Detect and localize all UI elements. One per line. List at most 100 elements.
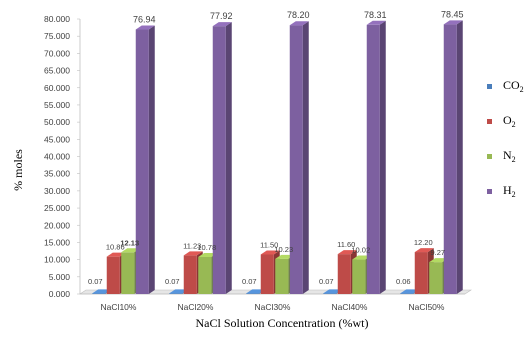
y-axis-title: % moles — [11, 149, 25, 191]
y-tick-label: 30.000 — [44, 186, 70, 196]
y-tick-label: 50.000 — [44, 117, 70, 127]
bar-top — [400, 289, 420, 294]
y-tick-label: 55.000 — [44, 100, 70, 110]
bar — [169, 293, 183, 294]
bar — [260, 254, 274, 294]
bar-top — [121, 248, 141, 253]
bar-top — [275, 254, 295, 259]
bar-top — [260, 250, 280, 255]
bar — [352, 259, 366, 294]
y-tick-label: 45.000 — [44, 134, 70, 144]
data-label: 10.02 — [351, 246, 370, 255]
y-tick-label: 10.000 — [44, 255, 70, 265]
bar — [429, 262, 443, 294]
legend-swatch — [487, 119, 492, 124]
x-tick-label: NaCl50% — [409, 302, 445, 312]
y-tick-label: 65.000 — [44, 66, 70, 76]
bar — [198, 256, 212, 294]
data-label: 0.06 — [396, 277, 411, 286]
bar-side — [379, 20, 386, 294]
bar-top — [183, 251, 203, 256]
bar — [106, 256, 120, 294]
data-label: 77.92 — [210, 11, 233, 21]
data-label: 11.60 — [337, 240, 355, 249]
x-axis-title: NaCl Solution Concentration (%wt) — [196, 316, 369, 330]
y-tick-label: 40.000 — [44, 152, 70, 162]
y-tick-label: 25.000 — [44, 203, 70, 213]
bar-side — [225, 22, 232, 295]
bar-side — [302, 21, 309, 294]
bar — [183, 255, 197, 294]
data-label: 78.20 — [287, 10, 310, 20]
bar — [289, 25, 303, 294]
bar-top — [106, 252, 126, 257]
bar-top — [198, 252, 218, 257]
y-tick-label: 70.000 — [44, 48, 70, 58]
bar — [337, 254, 351, 294]
bars-group — [92, 20, 463, 295]
x-tick-label: NaCl30% — [255, 302, 291, 312]
bar — [366, 24, 380, 294]
bar-top — [92, 289, 112, 294]
legend-swatch — [487, 189, 492, 194]
y-tick-label: 20.000 — [44, 220, 70, 230]
bar-side — [456, 20, 463, 294]
data-label: 12.20 — [414, 238, 433, 247]
y-tick-label: 35.000 — [44, 169, 70, 179]
bar-top — [246, 289, 266, 294]
y-tick-label: 80.000 — [44, 14, 70, 24]
bar-top — [429, 258, 449, 263]
y-tick-label: 15.000 — [44, 237, 70, 247]
data-label: 11.50 — [260, 240, 278, 249]
bar — [92, 293, 106, 294]
bar-top — [414, 248, 434, 253]
bar-top — [443, 20, 463, 25]
bar-top — [366, 20, 386, 25]
data-label: 0.07 — [319, 277, 334, 286]
bar — [275, 258, 289, 294]
data-label: 10.23 — [274, 245, 293, 254]
bar-top — [212, 22, 232, 27]
data-label: 12.13 — [120, 238, 139, 247]
legend: CO2 O2 N2 H2 — [487, 78, 524, 199]
bar — [121, 252, 135, 294]
data-label: 0.07 — [242, 277, 257, 286]
bar-top — [352, 255, 372, 260]
data-label: 0.07 — [165, 277, 180, 286]
y-tick-label: 0.000 — [49, 289, 71, 299]
y-tick-label: 75.000 — [44, 31, 70, 41]
bar-top — [169, 289, 189, 294]
x-tick-label: NaCl10% — [101, 302, 137, 312]
data-label: 76.94 — [133, 15, 156, 25]
legend-label: CO2 — [503, 78, 524, 94]
legend-label: N2 — [503, 148, 516, 164]
legend-label: O2 — [503, 113, 516, 129]
bar — [400, 293, 414, 294]
axis-group: 0.000 5.000 10.000 15.000 20.000 25.000 30.000… — [44, 14, 472, 312]
y-tick-label: 5.000 — [49, 272, 71, 282]
bar-top — [323, 289, 343, 294]
legend-label: H2 — [503, 183, 516, 199]
bar — [135, 29, 149, 295]
x-tick-label: NaCl20% — [178, 302, 214, 312]
data-label: 10.86 — [106, 243, 125, 252]
bar-top — [289, 21, 309, 26]
bar — [246, 293, 260, 294]
x-tick-label: NaCl40% — [332, 302, 368, 312]
data-label: 10.78 — [197, 243, 216, 252]
bar-top — [337, 250, 357, 255]
data-label: 11.23 — [183, 241, 201, 250]
bar-side — [148, 25, 155, 295]
bar — [414, 252, 428, 294]
bar — [323, 293, 337, 294]
data-label: 78.45 — [441, 9, 464, 19]
y-tick-label: 60.000 — [44, 83, 70, 93]
data-label: 0.07 — [88, 277, 103, 286]
bar — [212, 26, 226, 295]
data-label: 78.31 — [364, 10, 387, 20]
legend-swatch — [487, 154, 492, 159]
legend-swatch — [487, 84, 492, 89]
bar — [443, 24, 457, 294]
